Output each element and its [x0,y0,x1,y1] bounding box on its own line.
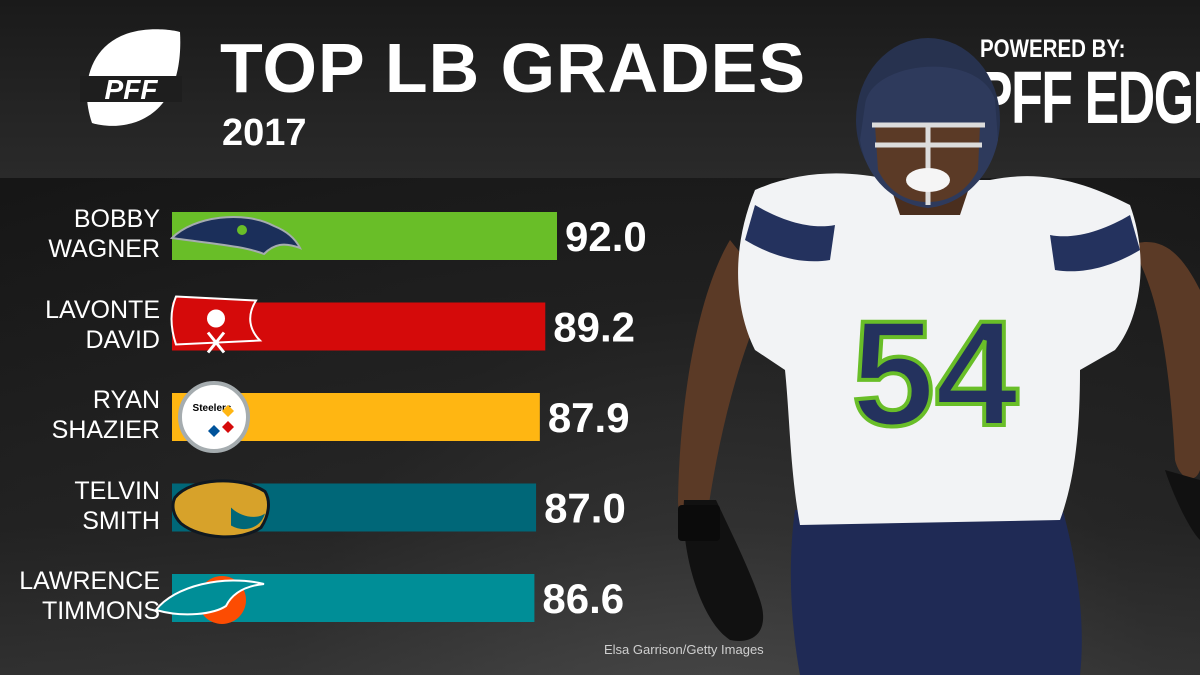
pff-logo-text: PFF [105,74,159,105]
player-name-line: TELVIN [74,476,160,505]
page-subtitle: 2017 [222,112,307,154]
value-label-3: 87.9 [548,394,630,441]
jersey-number: 54 [852,289,1019,457]
photo-credit: Elsa Garrison/Getty Images [604,642,764,657]
player-name-4: TELVIN SMITH [0,476,160,536]
player-name-line: DAVID [85,325,160,354]
pff-edge-label: PFF EDGE [978,56,1200,139]
steelers-circle [178,381,250,453]
pff-logo: PFF [80,29,182,126]
jaguars-head [171,479,270,539]
dolphins-body [154,579,265,616]
player-name-line: LAWRENCE [19,567,160,595]
jaguars-logo [171,479,270,539]
player-name-2: LAVONTE DAVID [0,295,160,355]
player-name-5: LAWRENCE TIMMONS [0,566,160,626]
value-label-5: 86.6 [542,575,624,622]
player-name-3: RYAN SHAZIER [0,385,160,445]
seahawks-logo [169,215,303,256]
seahawks-eye [237,225,247,235]
buccaneers-swords [206,331,226,354]
value-label-4: 87.0 [544,485,626,532]
player-name-line: WAGNER [48,235,160,263]
seahawks-head [169,215,303,256]
player-name-line: SHAZIER [51,416,160,444]
player-name-line: RYAN [92,386,160,414]
buccaneers-logo [170,295,263,354]
steelers-hypocycloid-1 [222,405,234,417]
player-name-line: TIMMONS [41,597,160,625]
page-title: TOP LB GRADES [220,29,807,107]
player-name-line: LAVONTE [45,295,160,324]
value-label-1: 92.0 [565,213,647,260]
header-band [0,0,1200,178]
dolphins-logo [154,576,265,624]
jaguars-mouth [231,507,265,530]
steelers-hypocycloid-3 [208,425,220,437]
value-label-2: 89.2 [553,304,635,351]
player-name-line: BOBBY [73,205,160,233]
powered-by-label: POWERED BY: [980,35,1126,63]
buccaneers-skull [207,309,225,328]
player-name-line: SMITH [82,506,160,535]
steelers-logo: Steelers [178,381,250,453]
steelers-text: Steelers [193,403,232,414]
player-photo: 54 [678,38,1200,675]
steelers-hypocycloid-2 [222,421,234,433]
player-name-1: BOBBY WAGNER [0,204,160,264]
